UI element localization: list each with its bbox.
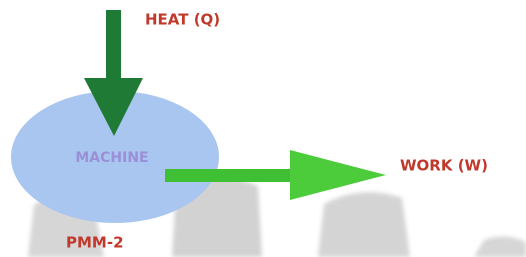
work-label: WORK (W) [400,157,488,175]
machine-label: MACHINE [75,150,148,166]
pmm-label: PMM-2 [66,234,124,252]
gray-shape [318,192,410,257]
diagram: HEAT (Q) MACHINE WORK (W) PMM-2 [0,0,526,257]
gray-shape [474,236,526,257]
heat-label: HEAT (Q) [145,11,220,29]
page: HEAT (Q) MACHINE WORK (W) PMM-2 (() => {… [0,0,526,257]
